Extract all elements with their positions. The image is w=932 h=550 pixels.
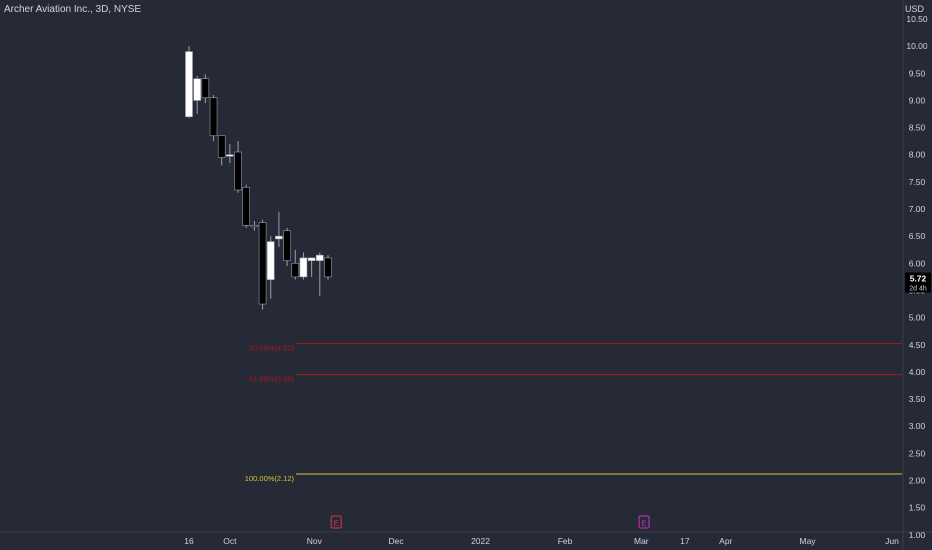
candle[interactable] bbox=[185, 46, 193, 118]
y-tick-label: 2.00 bbox=[909, 476, 926, 486]
candle-body bbox=[266, 241, 275, 280]
candle[interactable] bbox=[250, 220, 259, 231]
candle-body bbox=[226, 154, 234, 157]
candle-body bbox=[209, 97, 218, 137]
candle-body bbox=[275, 235, 283, 240]
earnings-marker-box bbox=[330, 515, 342, 529]
y-tick-label: 10.00 bbox=[906, 41, 928, 51]
candle[interactable] bbox=[315, 252, 324, 296]
y-tick-label: 3.50 bbox=[909, 394, 926, 404]
candle[interactable] bbox=[217, 135, 226, 166]
y-tick-label: 4.50 bbox=[909, 340, 926, 350]
y-tick-label: 7.50 bbox=[909, 177, 926, 187]
candle[interactable] bbox=[299, 252, 308, 280]
candle-body bbox=[201, 78, 210, 99]
candle[interactable] bbox=[307, 257, 316, 277]
candle[interactable] bbox=[193, 76, 201, 115]
candle-body bbox=[315, 254, 324, 261]
candle[interactable] bbox=[226, 143, 234, 163]
candle[interactable] bbox=[234, 141, 242, 193]
earnings-marker-letter: E bbox=[642, 519, 647, 528]
candle[interactable] bbox=[242, 184, 251, 229]
x-tick-label: 2022 bbox=[471, 536, 490, 546]
y-tick-label: 1.00 bbox=[909, 530, 926, 540]
x-tick-label: Dec bbox=[389, 536, 405, 546]
x-tick-label: 17 bbox=[680, 536, 690, 546]
x-tick-label: Jun bbox=[885, 536, 899, 546]
candles bbox=[185, 46, 332, 310]
candle[interactable] bbox=[324, 255, 332, 280]
earnings-marker-box bbox=[638, 515, 650, 529]
y-tick-label: 9.50 bbox=[909, 68, 926, 78]
fib-levels: 50.00%(4.52) 61.80%(3.95) 100.00%(2.12) bbox=[245, 343, 902, 483]
candle[interactable] bbox=[283, 228, 291, 267]
candle-body bbox=[250, 225, 259, 228]
y-tick-label: 9.00 bbox=[909, 95, 926, 105]
y-tick-label: 2.50 bbox=[909, 448, 926, 458]
x-axis: 16 Oct Nov Dec 2022 Feb Mar 17 Apr May Jun bbox=[0, 531, 932, 546]
x-tick-label: May bbox=[799, 536, 816, 546]
last-price-badge: 5.72 2d 4h bbox=[905, 272, 931, 293]
candle-body bbox=[242, 187, 251, 226]
y-tick-label: 6.00 bbox=[909, 258, 926, 268]
candle[interactable] bbox=[266, 236, 275, 299]
x-tick-label: 16 bbox=[184, 536, 194, 546]
fib-level-label: 100.00%(2.12) bbox=[245, 474, 295, 483]
candle-body bbox=[291, 263, 300, 278]
candle-body bbox=[283, 230, 291, 261]
candle-body bbox=[299, 257, 308, 278]
candle-body bbox=[185, 51, 193, 118]
candle[interactable] bbox=[209, 95, 218, 142]
candle-body bbox=[258, 222, 267, 305]
last-price-badge-bg bbox=[905, 272, 931, 293]
candle-body bbox=[217, 135, 226, 158]
y-tick-label: 8.00 bbox=[909, 150, 926, 160]
fib-level-label: 50.00%(4.52) bbox=[249, 344, 295, 353]
y-axis: 10.50 10.00 9.50 9.00 8.50 8.00 7.50 7.00 6.50 6.… bbox=[902, 0, 931, 550]
y-tick-label: 7.00 bbox=[909, 204, 926, 214]
y-tick-label: 10.50 bbox=[906, 14, 928, 24]
y-tick-label: 6.50 bbox=[909, 231, 926, 241]
x-tick-label: Nov bbox=[307, 536, 323, 546]
x-tick-label: Feb bbox=[558, 536, 573, 546]
candle[interactable] bbox=[201, 74, 210, 104]
y-tick-label: 3.00 bbox=[909, 421, 926, 431]
currency-label: USD bbox=[904, 4, 924, 14]
x-tick-label: Mar bbox=[634, 536, 649, 546]
last-price-value: 5.72 bbox=[910, 274, 927, 284]
candle-body bbox=[193, 78, 201, 101]
candle[interactable] bbox=[275, 211, 283, 248]
x-tick-label: Oct bbox=[223, 536, 237, 546]
candle-body bbox=[307, 257, 316, 261]
x-tick-label: Apr bbox=[719, 536, 732, 546]
candle-body bbox=[324, 257, 332, 278]
y-tick-label: 4.00 bbox=[909, 367, 926, 377]
last-price-countdown: 2d 4h bbox=[909, 286, 927, 293]
earnings-marker-letter: E bbox=[334, 519, 339, 528]
fib-level-label: 61.80%(3.95) bbox=[249, 375, 295, 384]
earnings-marker[interactable]: E bbox=[330, 515, 342, 529]
y-tick-label: 5.00 bbox=[909, 313, 926, 323]
candle-body bbox=[234, 151, 242, 191]
y-tick-label: 8.50 bbox=[909, 123, 926, 133]
y-tick-label: 1.50 bbox=[909, 503, 926, 513]
candle[interactable] bbox=[258, 219, 267, 310]
candle[interactable] bbox=[291, 249, 300, 280]
earnings-marker[interactable]: E bbox=[638, 515, 650, 529]
chart-title: Archer Aviation Inc., 3D, NYSE bbox=[4, 4, 142, 15]
